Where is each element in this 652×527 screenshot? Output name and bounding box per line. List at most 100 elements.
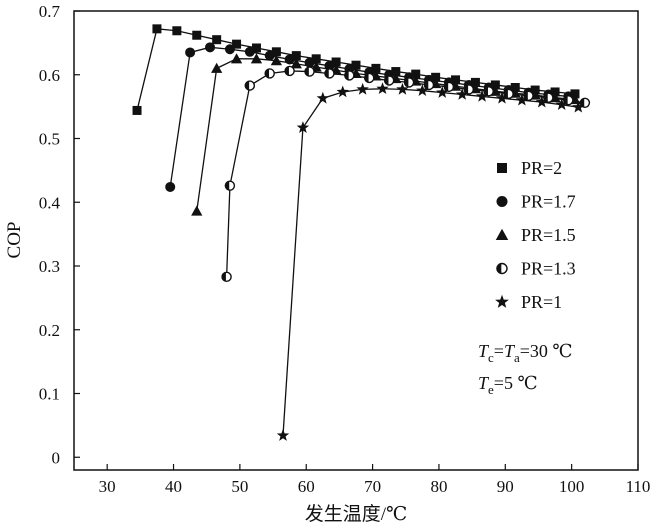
legend-item: PR=1.3 [496,259,576,279]
half-circle-marker [324,68,335,79]
annotation-value: =30 ℃ [520,341,573,361]
square-marker [172,26,182,36]
series-5 [276,82,585,441]
triangle-marker [495,228,509,240]
half-circle-fill [579,98,585,108]
square-marker [411,69,421,79]
half-circle-fill [423,80,429,90]
x-tick-label: 100 [559,477,585,496]
x-tick-label: 70 [364,477,381,496]
x-tick-label: 60 [298,477,315,496]
half-circle-marker [496,262,508,275]
half-circle-marker [244,80,256,91]
square-marker [192,30,202,40]
half-circle-fill [224,181,230,191]
y-axis-title: COP [4,222,25,259]
star-marker [475,89,489,102]
star-marker [535,95,548,108]
half-circle-marker [579,97,591,109]
half-circle-fill [364,73,369,83]
circle-marker [244,46,255,57]
triangle-marker [250,53,263,64]
square-marker [550,87,560,97]
legend-item: PR=2 [497,158,562,178]
square-marker [152,24,162,34]
star-marker [276,429,290,441]
x-tick-label: 110 [626,477,651,496]
legend-item: PR=1.5 [495,225,576,245]
annotation-symbol: T [478,341,490,361]
legend-item: PR=1 [495,292,562,312]
star-marker [296,121,310,133]
circle-marker [224,44,235,55]
half-circle-marker [264,68,275,79]
half-circle-fill [344,70,349,80]
star-marker [455,87,469,100]
series-4 [221,65,591,283]
half-circle-marker [503,88,514,100]
y-tick-label: 0.2 [39,321,60,340]
star-marker [356,82,369,95]
x-tick-label: 80 [430,477,447,496]
square-marker [570,89,580,99]
annotation-subscript: e [488,382,494,397]
square-marker [311,54,321,64]
half-circle-fill [543,93,548,103]
half-circle-marker [483,86,494,97]
condition-annotation: Tc=Ta=30 ℃ Te=5 ℃ [478,341,573,397]
half-circle-marker [304,66,315,77]
x-tick-label: 50 [231,477,248,496]
square-marker [470,77,480,87]
square-marker [291,51,301,61]
square-marker [391,67,401,77]
star-marker [555,98,568,110]
half-circle-fill [443,82,449,92]
half-circle-marker [383,75,395,86]
star-marker [396,82,409,95]
star-marker [316,91,330,104]
annotation-value: =5 ℃ [494,373,538,393]
half-circle-marker [403,77,415,88]
triangle-marker [270,55,283,66]
star-marker [572,100,585,113]
half-circle-fill [244,81,250,91]
y-tick-label: 0 [52,448,61,467]
legend: PR=2 PR=1.7 PR=1.5 PR=1.3 PR=1 [495,158,576,312]
x-tick-label: 30 [99,477,116,496]
circle-marker [205,42,216,53]
triangle-marker [290,58,302,69]
square-marker [271,47,281,57]
legend-label: PR=1 [521,292,562,312]
half-circle-fill [503,89,508,99]
square-marker [431,72,441,82]
circle-marker [185,47,196,58]
half-circle-marker [224,180,236,191]
half-circle-fill [523,91,528,101]
legend-item: PR=1.7 [496,192,576,212]
annotation-line-2: Te=5 ℃ [478,373,538,397]
x-tick-label: 90 [497,477,514,496]
half-circle-marker [364,72,375,84]
series-layer [132,24,591,441]
star-marker [495,294,509,308]
y-tick-label: 0.7 [39,2,61,21]
annotation-subscript: c [488,350,494,365]
square-marker [510,83,520,92]
half-circle-fill [221,272,226,282]
circle-marker [264,50,275,61]
triangle-marker [230,53,243,64]
square-marker [371,63,381,73]
plot-frame [73,10,639,471]
y-tick-label: 0.6 [39,66,60,85]
x-axis-title: 发生温度/℃ [305,503,408,525]
square-marker [232,39,242,49]
series-1 [132,24,580,115]
square-marker [251,43,261,53]
annotation-equals: = [494,341,504,361]
half-circle-fill [284,66,289,76]
half-circle-marker [423,79,435,91]
y-tick-label: 0.1 [39,385,60,404]
half-circle-marker [463,84,474,95]
half-circle-fill [496,263,502,274]
